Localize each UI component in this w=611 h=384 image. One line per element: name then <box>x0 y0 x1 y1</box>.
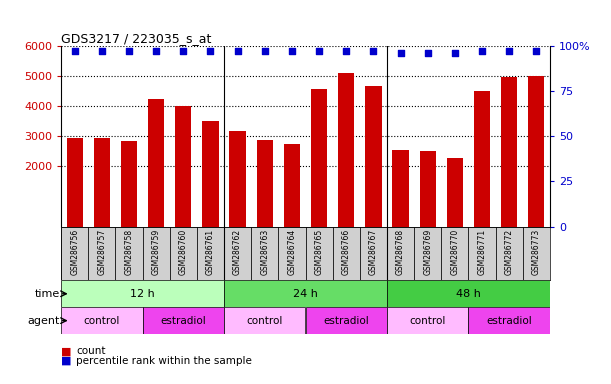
Bar <box>279 227 306 280</box>
Text: GSM286757: GSM286757 <box>97 229 106 275</box>
Text: GSM286758: GSM286758 <box>125 229 133 275</box>
Point <box>477 48 487 55</box>
Text: estradiol: estradiol <box>323 316 369 326</box>
Bar <box>67 138 83 227</box>
Text: ■: ■ <box>61 356 71 366</box>
Bar <box>338 73 354 227</box>
Bar <box>501 77 518 227</box>
Text: GSM286768: GSM286768 <box>396 229 405 275</box>
Point <box>423 50 433 56</box>
Bar <box>284 144 300 227</box>
Text: 48 h: 48 h <box>456 289 481 299</box>
Point <box>314 48 324 55</box>
Text: ■: ■ <box>61 346 71 356</box>
Bar <box>496 227 523 280</box>
Bar <box>230 131 246 227</box>
Bar <box>224 227 251 280</box>
Bar <box>474 91 490 227</box>
Text: GSM286765: GSM286765 <box>315 229 324 275</box>
Text: agent: agent <box>27 316 60 326</box>
Bar <box>88 227 115 280</box>
Bar <box>224 280 387 307</box>
Text: GDS3217 / 223035_s_at: GDS3217 / 223035_s_at <box>61 32 211 45</box>
Point <box>152 48 161 55</box>
Text: control: control <box>84 316 120 326</box>
Bar <box>387 227 414 280</box>
Bar <box>257 140 273 227</box>
Bar <box>93 137 110 227</box>
Text: GSM286764: GSM286764 <box>287 229 296 275</box>
Text: percentile rank within the sample: percentile rank within the sample <box>76 356 252 366</box>
Text: GSM286767: GSM286767 <box>369 229 378 275</box>
Bar <box>387 280 550 307</box>
Text: GSM286766: GSM286766 <box>342 229 351 275</box>
Bar <box>528 76 544 227</box>
Text: count: count <box>76 346 106 356</box>
Bar <box>414 227 441 280</box>
Text: GSM286763: GSM286763 <box>260 229 269 275</box>
Bar <box>121 141 137 227</box>
Bar <box>170 227 197 280</box>
Bar <box>469 307 550 334</box>
Point <box>70 48 79 55</box>
Point <box>396 50 406 56</box>
Bar <box>61 280 224 307</box>
Bar <box>175 106 191 227</box>
Bar <box>365 86 381 227</box>
Bar <box>202 121 219 227</box>
Bar <box>420 151 436 227</box>
Text: GSM286756: GSM286756 <box>70 229 79 275</box>
Bar <box>447 158 463 227</box>
Text: GSM286773: GSM286773 <box>532 229 541 275</box>
Point <box>450 50 459 56</box>
Bar <box>360 227 387 280</box>
Bar <box>387 307 469 334</box>
Point <box>124 48 134 55</box>
Bar <box>469 227 496 280</box>
Text: GSM286761: GSM286761 <box>206 229 215 275</box>
Text: GSM286771: GSM286771 <box>478 229 486 275</box>
Text: GSM286769: GSM286769 <box>423 229 432 275</box>
Bar <box>197 227 224 280</box>
Point <box>342 48 351 55</box>
Text: GSM286770: GSM286770 <box>450 229 459 275</box>
Point <box>178 48 188 55</box>
Bar <box>224 307 306 334</box>
Bar <box>306 307 387 334</box>
Bar <box>392 149 409 227</box>
Bar <box>523 227 550 280</box>
Text: control: control <box>247 316 283 326</box>
Bar <box>61 307 142 334</box>
Point <box>368 48 378 55</box>
Bar <box>148 99 164 227</box>
Text: time: time <box>34 289 60 299</box>
Text: estradiol: estradiol <box>486 316 532 326</box>
Bar <box>311 89 327 227</box>
Bar <box>61 227 88 280</box>
Text: GSM286759: GSM286759 <box>152 229 161 275</box>
Point <box>260 48 269 55</box>
Bar <box>251 227 279 280</box>
Bar <box>142 227 170 280</box>
Point <box>97 48 107 55</box>
Text: GSM286760: GSM286760 <box>179 229 188 275</box>
Point <box>504 48 514 55</box>
Text: control: control <box>409 316 446 326</box>
Text: GSM286762: GSM286762 <box>233 229 242 275</box>
Bar <box>115 227 142 280</box>
Point <box>532 48 541 55</box>
Point <box>205 48 215 55</box>
Text: GSM286772: GSM286772 <box>505 229 514 275</box>
Bar <box>332 227 360 280</box>
Point <box>233 48 243 55</box>
Bar <box>306 227 332 280</box>
Text: estradiol: estradiol <box>161 316 206 326</box>
Bar <box>441 227 469 280</box>
Text: 12 h: 12 h <box>130 289 155 299</box>
Text: 24 h: 24 h <box>293 289 318 299</box>
Point <box>287 48 297 55</box>
Bar <box>142 307 224 334</box>
